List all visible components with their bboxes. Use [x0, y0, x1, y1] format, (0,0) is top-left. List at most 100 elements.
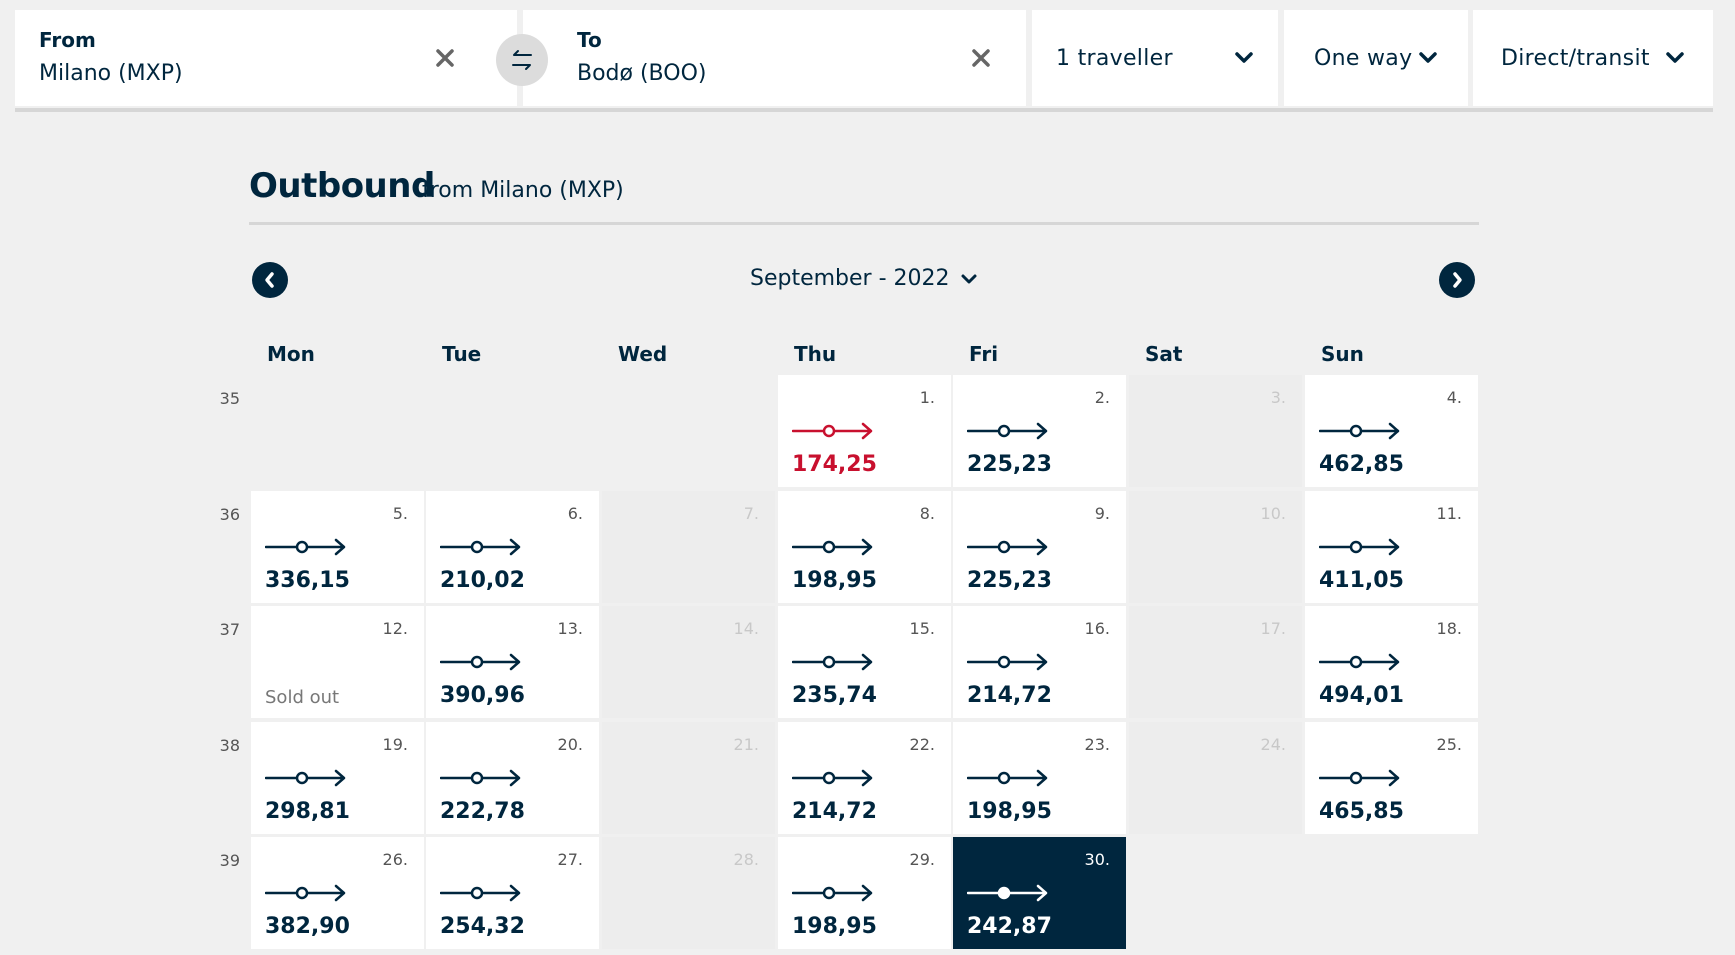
day-number: 30.: [1084, 850, 1110, 869]
day-price: 254,32: [440, 914, 525, 939]
day-cell-mon[interactable]: 19. 298,81: [251, 722, 424, 834]
close-icon[interactable]: [431, 44, 459, 72]
route-arrow-icon: [265, 538, 346, 556]
route-type-value: Direct/transit: [1501, 45, 1650, 71]
day-cell-sun[interactable]: 18. 494,01: [1305, 606, 1478, 718]
route-arrow-icon: [967, 653, 1048, 671]
route-arrow-icon: [265, 769, 346, 787]
sold-out-label: Sold out: [265, 687, 340, 708]
day-cell-sat: 10.: [1129, 491, 1302, 603]
from-value[interactable]: Milano (MXP): [39, 61, 183, 86]
search-bar-underline: [15, 108, 1713, 112]
route-arrow-icon: [1319, 538, 1400, 556]
day-cell-sat: 3.: [1129, 375, 1302, 487]
previous-month-button[interactable]: [252, 262, 288, 298]
trip-type-dropdown[interactable]: One way: [1284, 10, 1468, 106]
day-number: 4.: [1446, 388, 1462, 407]
day-cell-mon: 12. Sold out: [251, 606, 424, 718]
day-cell-thu[interactable]: 1. 174,25: [778, 375, 951, 487]
route-arrow-icon: [967, 422, 1048, 440]
route-arrow-icon: [440, 538, 521, 556]
trip-type-value: One way: [1314, 45, 1413, 71]
day-price: 198,95: [792, 568, 877, 593]
trip-type-select[interactable]: One way: [1284, 10, 1468, 106]
day-cell-tue[interactable]: 6. 210,02: [426, 491, 599, 603]
day-cell-tue[interactable]: 20. 222,78: [426, 722, 599, 834]
route-type-dropdown[interactable]: Direct/transit: [1473, 10, 1713, 106]
route-arrow-icon: [265, 884, 346, 902]
chevron-right-icon: [1453, 272, 1462, 288]
travellers-dropdown[interactable]: 1 traveller: [1032, 10, 1278, 106]
from-field[interactable]: From Milano (MXP): [15, 10, 517, 106]
chevron-down-icon: [1235, 52, 1253, 63]
day-cell-thu[interactable]: 29. 198,95: [778, 837, 951, 949]
route-arrow-icon: [967, 769, 1048, 787]
day-number: 8.: [919, 504, 935, 523]
route-arrow-icon: [792, 653, 873, 671]
week-number: 38: [219, 736, 240, 755]
search-bar: From Milano (MXP) To Bodø (BOO) 1 travel…: [0, 0, 1735, 116]
from-label: From: [39, 28, 96, 52]
day-number: 27.: [557, 850, 583, 869]
route-arrow-icon: [967, 538, 1048, 556]
month-select[interactable]: September - 2022: [750, 266, 978, 291]
route-arrow-icon: [1319, 653, 1400, 671]
day-price: 465,85: [1319, 799, 1404, 824]
day-price: 225,23: [967, 452, 1052, 477]
day-cell-fri[interactable]: 16. 214,72: [953, 606, 1126, 718]
route-arrow-icon: [1319, 422, 1400, 440]
day-price: 210,02: [440, 568, 525, 593]
day-cell-tue[interactable]: 27. 254,32: [426, 837, 599, 949]
route-arrow-icon: [440, 884, 521, 902]
route-arrow-icon: [792, 538, 873, 556]
day-number: 28.: [733, 850, 759, 869]
route-type-select[interactable]: Direct/transit: [1473, 10, 1713, 106]
day-cell-sat: 24.: [1129, 722, 1302, 834]
week-number: 35: [219, 389, 240, 408]
day-number: 9.: [1094, 504, 1110, 523]
day-cell-wed: 14.: [602, 606, 775, 718]
day-cell-sun[interactable]: 4. 462,85: [1305, 375, 1478, 487]
day-cell-fri[interactable]: 23. 198,95: [953, 722, 1126, 834]
day-cell-sun[interactable]: 25. 465,85: [1305, 722, 1478, 834]
day-price: 225,23: [967, 568, 1052, 593]
day-number: 21.: [733, 735, 759, 754]
day-cell-mon[interactable]: 5. 336,15: [251, 491, 424, 603]
day-number: 6.: [567, 504, 583, 523]
day-price: 214,72: [967, 683, 1052, 708]
day-number: 17.: [1260, 619, 1286, 638]
day-price: 298,81: [265, 799, 350, 824]
day-price: 462,85: [1319, 452, 1404, 477]
day-number: 24.: [1260, 735, 1286, 754]
day-cell-tue[interactable]: 13. 390,96: [426, 606, 599, 718]
route-arrow-icon: [1319, 769, 1400, 787]
travellers-select[interactable]: 1 traveller: [1032, 10, 1278, 106]
week-number: 39: [219, 851, 240, 870]
next-month-button[interactable]: [1439, 262, 1475, 298]
day-number: 14.: [733, 619, 759, 638]
day-cell-fri[interactable]: 30. 242,87: [953, 837, 1126, 949]
day-cell-thu[interactable]: 15. 235,74: [778, 606, 951, 718]
to-label: To: [577, 28, 602, 52]
day-price: 494,01: [1319, 683, 1404, 708]
day-cell-thu[interactable]: 8. 198,95: [778, 491, 951, 603]
day-price: 382,90: [265, 914, 350, 939]
day-cell-fri[interactable]: 9. 225,23: [953, 491, 1126, 603]
to-field[interactable]: To Bodø (BOO): [523, 10, 1026, 106]
close-icon[interactable]: [967, 44, 995, 72]
day-cell-wed: 21.: [602, 722, 775, 834]
swap-button[interactable]: [496, 34, 548, 86]
chevron-left-icon: [265, 272, 274, 288]
day-cell-sun[interactable]: 11. 411,05: [1305, 491, 1478, 603]
weekday-wed: Wed: [618, 342, 668, 366]
day-number: 16.: [1084, 619, 1110, 638]
to-value[interactable]: Bodø (BOO): [577, 61, 707, 86]
week-number: 36: [219, 505, 240, 524]
route-arrow-icon: [792, 769, 873, 787]
day-cell-fri[interactable]: 2. 225,23: [953, 375, 1126, 487]
day-number: 10.: [1260, 504, 1286, 523]
day-cell-mon[interactable]: 26. 382,90: [251, 837, 424, 949]
weekday-fri: Fri: [969, 342, 999, 366]
day-cell-thu[interactable]: 22. 214,72: [778, 722, 951, 834]
day-number: 12.: [382, 619, 408, 638]
